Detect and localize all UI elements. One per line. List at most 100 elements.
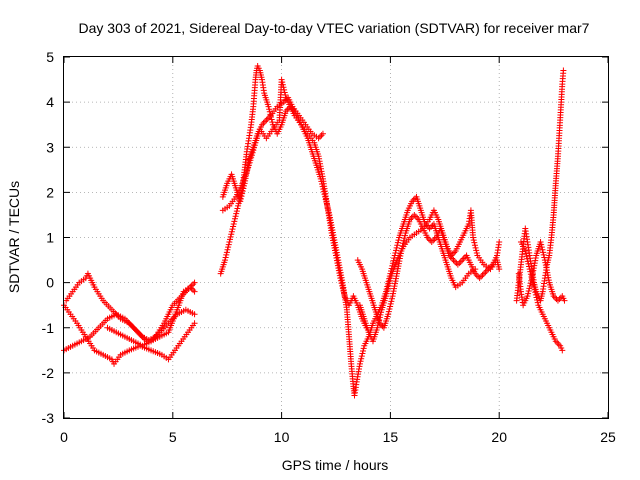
data-point xyxy=(556,296,563,303)
data-point xyxy=(524,255,531,262)
data-point xyxy=(235,202,242,209)
data-point xyxy=(540,251,547,258)
data-point xyxy=(526,282,533,289)
data-point xyxy=(228,231,235,238)
data-point xyxy=(394,242,401,249)
data-point xyxy=(191,288,198,295)
series-arc-7 xyxy=(219,76,370,331)
data-point xyxy=(248,152,255,159)
data-point xyxy=(532,289,539,296)
data-point xyxy=(525,290,532,297)
x-tick-label: 15 xyxy=(383,429,399,445)
y-tick-label: 2 xyxy=(46,184,54,200)
data-point xyxy=(561,297,568,304)
axis-tick-labels: 0 5 10 15 20 25 -3 -2 -1 0 1 2 3 4 5 xyxy=(42,49,616,445)
data-point xyxy=(233,210,240,217)
data-point xyxy=(473,249,480,256)
data-point xyxy=(383,290,390,297)
data-point xyxy=(411,211,418,218)
data-point xyxy=(400,237,407,244)
data-point xyxy=(428,239,435,246)
data-point xyxy=(454,261,461,268)
data-point xyxy=(483,267,490,274)
y-tick-label: 4 xyxy=(46,94,54,110)
data-point xyxy=(265,103,272,110)
data-point xyxy=(479,272,486,279)
data-point xyxy=(376,314,383,321)
data-point xyxy=(191,320,198,327)
data-point xyxy=(339,285,346,292)
data-point xyxy=(280,84,287,91)
data-point xyxy=(522,248,529,255)
data-point xyxy=(266,106,273,113)
data-point xyxy=(338,280,345,287)
data-point xyxy=(234,205,241,212)
data-point xyxy=(222,254,229,261)
data-point xyxy=(225,241,232,248)
data-point xyxy=(496,266,503,273)
data-point xyxy=(225,244,232,251)
data-point xyxy=(227,233,234,240)
series-arc-4 xyxy=(104,284,198,349)
data-point xyxy=(319,130,326,137)
data-point xyxy=(530,281,537,288)
x-tick-label: 10 xyxy=(274,429,290,445)
data-point xyxy=(231,218,238,225)
data-point xyxy=(190,287,197,294)
series-arc-12 xyxy=(515,239,568,309)
data-point xyxy=(384,285,391,292)
data-point xyxy=(223,249,230,256)
data-point xyxy=(473,247,480,254)
data-point xyxy=(387,303,394,310)
y-tick-label: -1 xyxy=(42,320,55,336)
data-point xyxy=(232,213,239,220)
y-axis-label: SDTVAR / TECUs xyxy=(6,181,22,293)
data-point xyxy=(238,193,245,200)
plot-frame xyxy=(63,56,609,419)
data-point xyxy=(239,190,246,197)
data-point xyxy=(525,260,532,267)
data-point xyxy=(279,81,286,88)
data-point xyxy=(233,208,240,215)
data-point xyxy=(245,162,252,169)
data-point xyxy=(456,260,463,267)
y-tick-label: 3 xyxy=(46,139,54,155)
data-point xyxy=(226,236,233,243)
data-point xyxy=(237,198,244,205)
data-point xyxy=(478,273,485,280)
data-point xyxy=(247,157,254,164)
data-point xyxy=(356,360,363,367)
data-point xyxy=(263,117,270,124)
data-point xyxy=(374,324,381,331)
data-point xyxy=(386,306,393,313)
data-point xyxy=(222,257,229,264)
data-point xyxy=(402,232,409,239)
data-point xyxy=(229,226,236,233)
data-point xyxy=(526,285,533,292)
data-point xyxy=(384,288,391,295)
data-point xyxy=(230,223,237,230)
data-point xyxy=(388,298,395,305)
data-point xyxy=(541,254,548,261)
data-point xyxy=(470,237,477,244)
series-arc-9 xyxy=(356,207,503,345)
data-point xyxy=(269,119,276,126)
data-point xyxy=(388,295,395,302)
data-point xyxy=(527,268,534,275)
data-point xyxy=(538,244,545,251)
data-point xyxy=(237,195,244,202)
data-point xyxy=(522,250,529,257)
data-point xyxy=(278,76,285,83)
series-arc-10 xyxy=(513,67,567,304)
data-point xyxy=(528,277,535,284)
data-point xyxy=(449,255,456,262)
data-point xyxy=(395,237,402,244)
data-point xyxy=(281,89,288,96)
data-point xyxy=(360,347,367,354)
data-point xyxy=(386,280,393,287)
data-point xyxy=(524,293,531,300)
data-point xyxy=(337,275,344,282)
data-point xyxy=(524,258,531,265)
data-point xyxy=(281,86,288,93)
